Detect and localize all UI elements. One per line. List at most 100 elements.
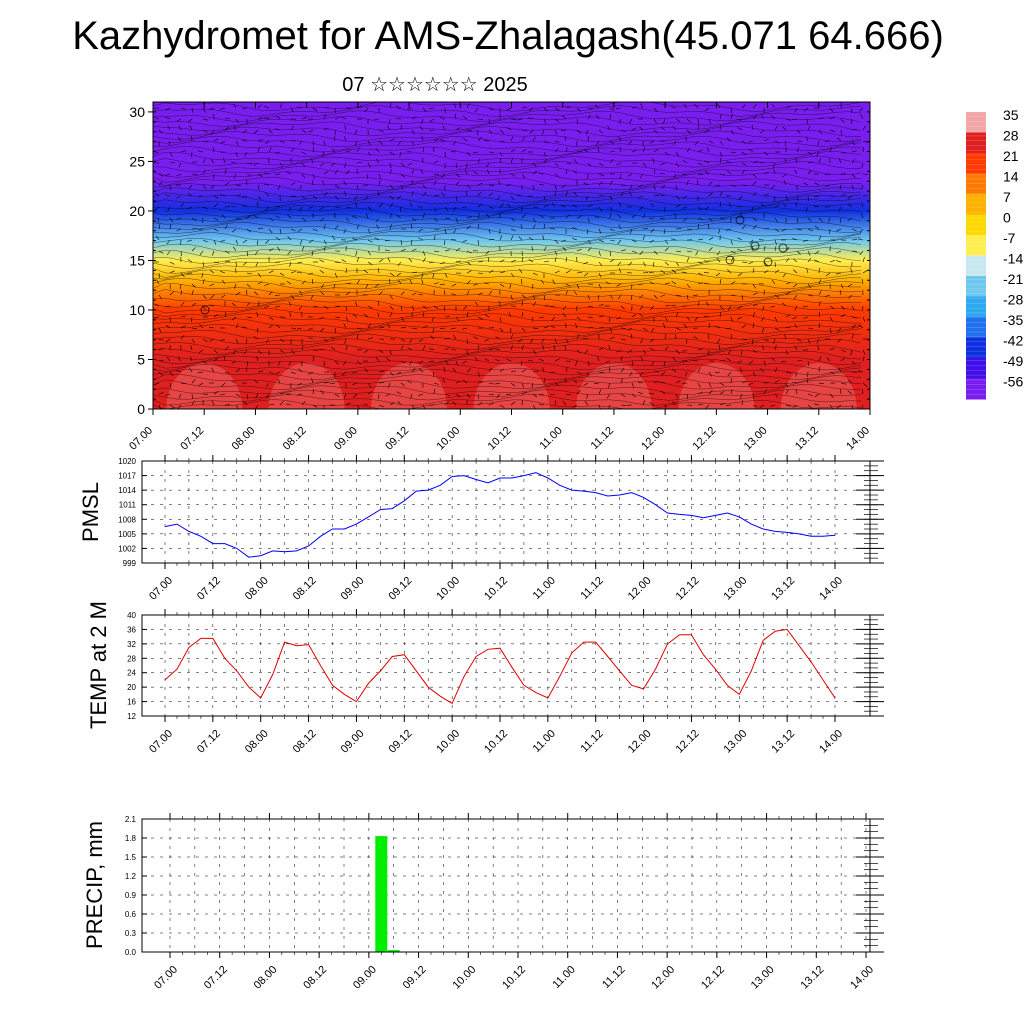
- wind-barb: [169, 217, 174, 223]
- wind-barb: [488, 228, 491, 234]
- wind-barb: [191, 290, 194, 296]
- streamline: [153, 201, 862, 213]
- wind-barb: [286, 403, 292, 406]
- wind-barb: [697, 261, 703, 264]
- wind-barb: [244, 151, 248, 157]
- wind-barb: [167, 125, 171, 131]
- wind-barb: [510, 173, 516, 177]
- wind-barb: [598, 272, 602, 278]
- wind-barb: [609, 140, 615, 145]
- wind-barb: [576, 371, 582, 375]
- wind-barb: [440, 283, 446, 286]
- wind-barb: [411, 116, 417, 120]
- streamline: [153, 232, 862, 244]
- wind-barb: [807, 250, 811, 256]
- wind-barb: [539, 393, 545, 396]
- wind-barb: [365, 283, 369, 289]
- wind-barb: [598, 206, 603, 212]
- wind-barb: [620, 305, 625, 310]
- wind-barb: [740, 213, 743, 219]
- wind-barb: [265, 192, 270, 197]
- streamline: [153, 313, 862, 325]
- wind-barb: [739, 367, 743, 373]
- wind-barb: [202, 140, 209, 142]
- colorbar-label: -35: [1003, 312, 1023, 328]
- wind-barb: [598, 303, 604, 307]
- wind-barb: [686, 180, 689, 186]
- wind-barb: [246, 289, 248, 296]
- wind-barb: [683, 103, 688, 109]
- wind-barb: [374, 283, 380, 288]
- streamline: [153, 151, 862, 162]
- wind-barb: [364, 107, 369, 112]
- wind-barb: [466, 393, 471, 398]
- wind-barb: [231, 316, 237, 321]
- wind-barb: [213, 203, 218, 208]
- wind-barb: [521, 294, 527, 299]
- wind-barb: [268, 270, 274, 274]
- wind-barb: [499, 368, 504, 373]
- colorbar-swatch: [966, 214, 986, 236]
- wind-barb: [257, 139, 263, 142]
- wind-barb: [233, 103, 237, 109]
- wind-barb: [730, 294, 736, 297]
- wind-barb: [345, 402, 351, 406]
- y-tick-label: 32: [127, 640, 136, 649]
- calm-circle: [750, 241, 760, 251]
- wind-barb: [433, 305, 439, 310]
- wind-barb: [433, 194, 439, 197]
- wind-barb: [462, 360, 468, 364]
- wind-barb: [389, 272, 395, 277]
- wind-barb: [363, 403, 369, 406]
- wind-barb: [660, 126, 666, 131]
- wind-barb: [751, 206, 754, 212]
- wind-barb: [565, 360, 572, 362]
- wind-barb: [805, 206, 809, 212]
- wind-barb: [637, 382, 644, 384]
- x-tick-label: 10.00: [434, 728, 462, 756]
- colorbar-swatch: [966, 317, 986, 338]
- wind-barb: [334, 261, 341, 263]
- wind-barb: [286, 280, 292, 285]
- pmsl-series-line: [164, 472, 836, 558]
- wind-barb: [619, 268, 622, 274]
- wind-barb: [331, 148, 336, 153]
- wind-barb: [704, 315, 710, 318]
- wind-barb: [737, 248, 743, 252]
- wind-barb: [274, 206, 281, 208]
- wind-barb: [499, 316, 502, 322]
- wind-barb: [297, 261, 303, 264]
- wind-barb: [686, 129, 691, 134]
- wind-barb: [177, 356, 182, 362]
- wind-barb: [705, 404, 710, 409]
- wind-barb: [419, 368, 424, 373]
- wind-barb: [673, 140, 677, 146]
- wind-barb: [410, 393, 413, 399]
- wind-barb: [838, 158, 842, 164]
- wind-barb: [708, 181, 713, 186]
- wind-barb: [319, 259, 325, 263]
- wind-barb: [378, 327, 385, 329]
- wind-barb: [686, 257, 690, 263]
- wind-barb: [818, 267, 820, 274]
- precip-bar: [387, 950, 400, 952]
- wind-barb: [422, 312, 425, 318]
- wind-barb: [279, 338, 285, 343]
- wind-barb: [334, 184, 340, 189]
- wind-barb: [770, 404, 776, 407]
- wind-barb: [440, 117, 446, 120]
- wind-barb: [176, 173, 182, 177]
- wind-barb: [674, 334, 677, 340]
- wind-barb: [565, 283, 571, 287]
- wind-barb: [246, 173, 252, 177]
- wind-barb: [254, 291, 259, 296]
- wind-barb: [235, 194, 241, 197]
- wind-barb: [510, 158, 513, 164]
- streamline: [153, 161, 862, 173]
- wind-barb: [609, 158, 614, 164]
- wind-barb: [156, 235, 160, 241]
- wind-barb: [378, 291, 383, 296]
- wind-barb: [807, 283, 812, 289]
- wind-barb: [389, 401, 395, 406]
